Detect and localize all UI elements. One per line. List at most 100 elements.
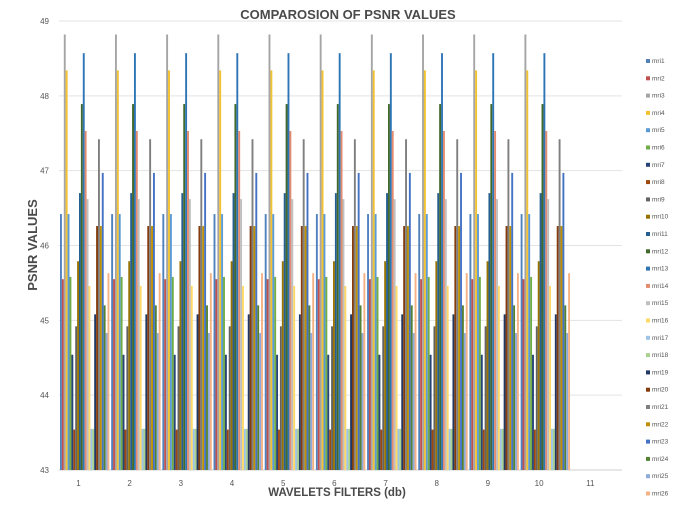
bar-mri12-cat-5 (285, 104, 288, 470)
legend-label-mri23: mri23 (652, 439, 669, 446)
bar-mri23-cat-7 (408, 172, 411, 470)
legend-swatch-mri15 (646, 301, 650, 306)
bar-mri13-cat-3 (185, 53, 188, 470)
bar-mri17-cat-2 (141, 428, 144, 470)
bar-mri13-cat-4 (236, 53, 239, 470)
bar-mri11-cat-3 (181, 193, 184, 470)
bar-mri7-cat-10 (532, 354, 534, 470)
bar-mri25-cat-1 (105, 333, 108, 470)
x-tick-label: 1 (76, 479, 81, 488)
bar-mri13-cat-9 (492, 53, 495, 470)
legend-swatch-mri14 (646, 283, 650, 288)
bar-mri23-cat-2 (152, 172, 155, 470)
bar-mri22-cat-10 (560, 226, 563, 470)
legend-swatch-mri7 (646, 162, 650, 167)
bar-mri6-cat-10 (530, 276, 533, 470)
bar-mri26-cat-5 (312, 273, 315, 470)
bar-mri16-cat-8 (446, 285, 449, 470)
bar-mri16-cat-5 (293, 285, 296, 470)
bar-mri19-cat-4 (247, 314, 250, 470)
bar-mri9-cat-1 (75, 326, 78, 470)
bar-mri11-cat-8 (437, 193, 440, 470)
legend-label-mri20: mri20 (652, 387, 669, 394)
bar-mri8-cat-3 (175, 429, 178, 470)
bar-mri7-cat-4 (224, 354, 227, 470)
legend-swatch-mri2 (646, 76, 650, 81)
bar-mri2-cat-4 (215, 279, 218, 470)
bar-mri25-cat-4 (259, 333, 262, 470)
bar-mri7-cat-5 (276, 354, 279, 470)
bar-mri15-cat-8 (444, 199, 447, 470)
bar-mri26-cat-2 (158, 273, 161, 470)
bar-mri17-cat-10 (551, 428, 553, 470)
legend-label-mri5: mri5 (652, 127, 665, 134)
bar-mri24-cat-7 (410, 305, 413, 470)
bar-series (60, 34, 571, 470)
bar-mri22-cat-9 (509, 226, 512, 470)
y-tick-label: 45 (40, 316, 49, 325)
legend-label-mri15: mri15 (652, 300, 669, 307)
legend-label-mri9: mri9 (652, 196, 665, 203)
bar-mri1-cat-6 (315, 214, 318, 470)
bar-mri10-cat-8 (435, 261, 438, 470)
bar-mri14-cat-9 (494, 131, 497, 470)
bar-mri26-cat-8 (465, 273, 468, 470)
bar-mri17-cat-8 (448, 428, 451, 470)
bar-mri7-cat-8 (429, 354, 432, 470)
bar-mri17-cat-5 (295, 428, 298, 470)
bar-mri19-cat-3 (196, 314, 199, 470)
bar-mri17-cat-6 (346, 428, 349, 470)
bar-mri22-cat-3 (202, 226, 205, 470)
bar-mri18-cat-9 (501, 428, 504, 470)
bar-mri8-cat-2 (124, 429, 127, 470)
legend-label-mri11: mri11 (652, 231, 668, 238)
bar-mri17-cat-7 (397, 428, 400, 470)
bar-mri1-cat-7 (367, 214, 369, 470)
bar-mri13-cat-1 (82, 53, 85, 470)
legend-swatch-mri9 (646, 197, 650, 202)
bar-mri22-cat-6 (355, 226, 358, 470)
bar-mri16-cat-2 (139, 285, 142, 470)
legend-swatch-mri6 (646, 145, 650, 150)
bar-mri13-cat-5 (287, 53, 290, 470)
bar-mri17-cat-3 (192, 428, 195, 470)
bar-mri10-cat-2 (128, 261, 131, 470)
bar-mri24-cat-3 (206, 305, 208, 470)
legend-label-mri26: mri26 (652, 491, 669, 498)
bar-mri9-cat-10 (535, 326, 538, 470)
bar-mri3-cat-5 (268, 34, 271, 470)
bar-mri18-cat-7 (399, 428, 402, 470)
bar-mri16-cat-7 (395, 285, 398, 470)
bar-mri1-cat-4 (213, 214, 216, 470)
bar-mri6-cat-1 (69, 276, 72, 470)
legend-swatch-mri11 (646, 232, 650, 236)
x-tick-label: 2 (127, 479, 132, 488)
bar-mri16-cat-1 (88, 285, 91, 470)
bar-mri14-cat-8 (442, 131, 445, 470)
bar-mri26-cat-10 (568, 273, 571, 470)
bar-mri3-cat-2 (114, 34, 117, 470)
bar-mri3-cat-7 (370, 34, 373, 470)
bar-mri11-cat-5 (283, 193, 286, 470)
bar-mri8-cat-9 (482, 429, 485, 470)
bar-mri25-cat-2 (156, 333, 159, 470)
bar-mri4-cat-10 (526, 70, 529, 470)
y-tick-label: 48 (40, 92, 49, 101)
bar-mri2-cat-1 (61, 279, 64, 470)
legend-label-mri8: mri8 (652, 179, 665, 186)
bar-mri15-cat-3 (188, 199, 191, 470)
x-tick-label: 4 (230, 479, 235, 488)
y-tick-label: 49 (40, 17, 49, 26)
x-tick-label: 6 (332, 479, 337, 488)
x-tick-label: 8 (434, 479, 439, 488)
bar-mri2-cat-8 (420, 279, 423, 470)
legend-label-mri21: mri21 (652, 404, 669, 411)
bar-mri23-cat-5 (306, 172, 309, 470)
bar-mri21-cat-9 (507, 139, 510, 470)
bar-mri4-cat-5 (270, 70, 273, 470)
legend-label-mri25: mri25 (652, 473, 669, 480)
bar-mri24-cat-1 (103, 305, 106, 470)
bar-mri19-cat-8 (452, 314, 455, 470)
bar-mri15-cat-1 (86, 199, 89, 470)
bar-mri24-cat-2 (154, 305, 157, 470)
